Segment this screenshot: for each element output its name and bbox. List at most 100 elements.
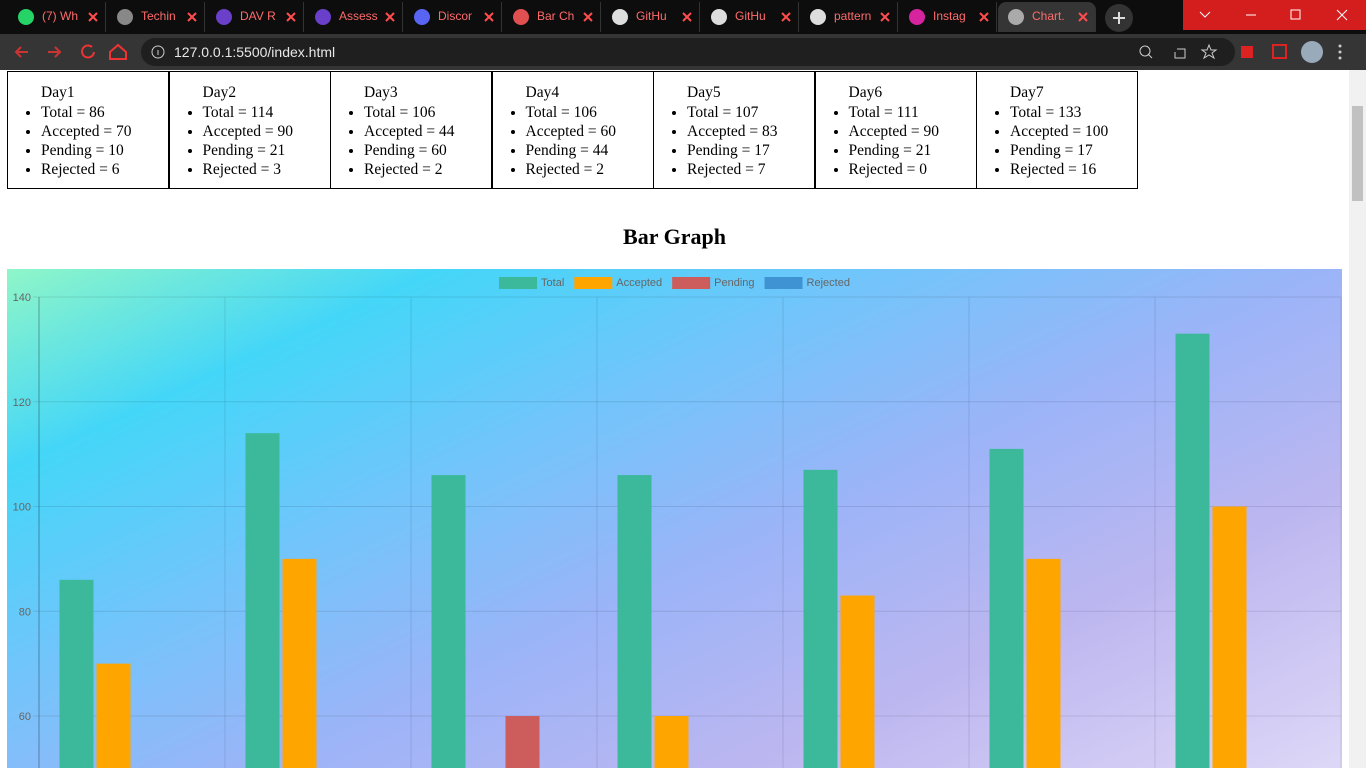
zoom[interactable] xyxy=(1139,45,1151,57)
day-item: Rejected = 7 xyxy=(687,160,778,179)
tab-strip: (7) Wh Techin DAV R Assess Discor Bar Ch GitHu… xyxy=(0,0,1366,34)
tab[interactable]: GitHu xyxy=(701,2,799,32)
day-card: Day6 Total = 111Accepted = 90Pending = 21… xyxy=(814,71,977,189)
day-label: Day2 xyxy=(202,84,237,101)
legend-swatch[interactable] xyxy=(764,277,803,289)
bar xyxy=(803,469,838,768)
tab[interactable]: Discor xyxy=(404,2,502,32)
tab[interactable]: Bar Ch xyxy=(503,2,601,32)
page-content: Day1Total = 86Accepted = 70Pending = 10R… xyxy=(0,70,1349,768)
tab[interactable]: Instag xyxy=(899,2,997,32)
day-card: Day3 Total = 106Accepted = 44Pending = 60… xyxy=(330,71,492,189)
close-icon xyxy=(385,12,395,22)
tab-close[interactable] xyxy=(879,11,891,23)
tab[interactable]: DAV R xyxy=(206,2,304,32)
tab[interactable]: Chart. xyxy=(998,2,1096,32)
tab-title: Assess xyxy=(339,9,378,23)
day-item: Accepted = 60 xyxy=(526,122,617,141)
tab[interactable]: Techin xyxy=(107,2,205,32)
tab-icon xyxy=(315,9,331,25)
window-controls xyxy=(1183,0,1366,30)
y-tick-label: 60 xyxy=(19,711,31,723)
tab-close[interactable] xyxy=(1077,11,1089,23)
close-icon xyxy=(187,12,197,22)
y-tick-label: 140 xyxy=(13,292,31,304)
legend-swatch[interactable] xyxy=(574,277,613,289)
close-icon xyxy=(979,12,989,22)
day-card: Day4 Total = 106Accepted = 60Pending = 44… xyxy=(491,71,654,189)
day-list: Total = 106Accepted = 60Pending = 44Reje… xyxy=(493,103,617,179)
address-bar[interactable]: 127.0.0.1:5500/index.html xyxy=(141,38,1235,66)
day-label: Day4 xyxy=(525,84,560,101)
tab-title: Chart. xyxy=(1032,9,1065,23)
tab-title: Bar Ch xyxy=(537,9,575,23)
scrollbar[interactable] xyxy=(1349,70,1366,768)
scroll-thumb[interactable] xyxy=(1352,106,1363,201)
tab-close[interactable] xyxy=(681,11,693,23)
new-tab-button[interactable] xyxy=(1105,4,1133,32)
tab-icon xyxy=(216,9,232,25)
day-item: Total = 114 xyxy=(203,103,294,122)
tab-close[interactable] xyxy=(87,11,99,23)
day-item: Accepted = 90 xyxy=(203,122,294,141)
tab[interactable]: GitHu xyxy=(602,2,700,32)
tab-icon xyxy=(18,9,34,25)
day-item: Accepted = 90 xyxy=(849,122,940,141)
home[interactable] xyxy=(109,43,127,60)
bar xyxy=(282,558,317,768)
tab-close[interactable] xyxy=(285,11,297,23)
day-item: Pending = 21 xyxy=(203,141,294,160)
back[interactable] xyxy=(14,46,28,58)
side-panel[interactable] xyxy=(1272,44,1287,59)
day-list: Total = 133Accepted = 100Pending = 17Rej… xyxy=(977,103,1108,179)
tab-title: Techin xyxy=(141,9,176,23)
day-label: Day6 xyxy=(848,84,883,101)
bookmark[interactable] xyxy=(1200,43,1218,60)
day-item: Rejected = 16 xyxy=(1010,160,1108,179)
profile[interactable] xyxy=(1301,41,1323,63)
close-icon xyxy=(484,12,494,22)
day-item: Pending = 10 xyxy=(41,141,132,160)
bar xyxy=(989,448,1024,768)
tab-search[interactable] xyxy=(1199,11,1211,18)
bar xyxy=(505,716,540,768)
tab-close[interactable] xyxy=(780,11,792,23)
legend-swatch[interactable] xyxy=(672,277,711,289)
day-item: Total = 106 xyxy=(526,103,617,122)
restore[interactable] xyxy=(1290,9,1301,20)
legend-label: Total xyxy=(541,277,564,289)
day-item: Total = 107 xyxy=(687,103,778,122)
day-label: Day3 xyxy=(364,84,398,101)
tab-title: DAV R xyxy=(240,9,276,23)
share[interactable] xyxy=(1174,48,1186,59)
tab[interactable]: Assess xyxy=(305,2,403,32)
tab-close[interactable] xyxy=(384,11,396,23)
tab[interactable]: pattern xyxy=(800,2,898,32)
extensions[interactable] xyxy=(1241,46,1253,58)
close-icon xyxy=(286,12,296,22)
forward[interactable] xyxy=(48,46,62,58)
day-list: Total = 111Accepted = 90Pending = 21Reje… xyxy=(816,103,940,179)
day-list: Total = 107Accepted = 83Pending = 17Reje… xyxy=(654,103,778,179)
close-icon xyxy=(88,12,98,22)
day-card: Day7 Total = 133Accepted = 100Pending = 1… xyxy=(976,71,1138,189)
bar xyxy=(1175,333,1210,768)
legend-swatch[interactable] xyxy=(499,277,538,289)
y-tick-label: 100 xyxy=(13,502,31,514)
day-item: Rejected = 0 xyxy=(849,160,940,179)
day-card: Day5 Total = 107Accepted = 83Pending = 17… xyxy=(653,71,815,189)
tab-close[interactable] xyxy=(483,11,495,23)
tab-close[interactable] xyxy=(186,11,198,23)
tab-close[interactable] xyxy=(582,11,594,23)
tab-icon xyxy=(117,9,133,25)
legend-label: Pending xyxy=(714,277,754,289)
reload[interactable] xyxy=(81,44,95,59)
tab-close[interactable] xyxy=(978,11,990,23)
day-label: Day7 xyxy=(1010,84,1044,101)
tab[interactable]: (7) Wh xyxy=(8,2,106,32)
close-window[interactable] xyxy=(1336,9,1348,21)
chart-heading: Bar Graph xyxy=(623,224,726,249)
tab-title: pattern xyxy=(834,9,872,23)
day-list: Total = 106Accepted = 44Pending = 60Reje… xyxy=(331,103,455,179)
